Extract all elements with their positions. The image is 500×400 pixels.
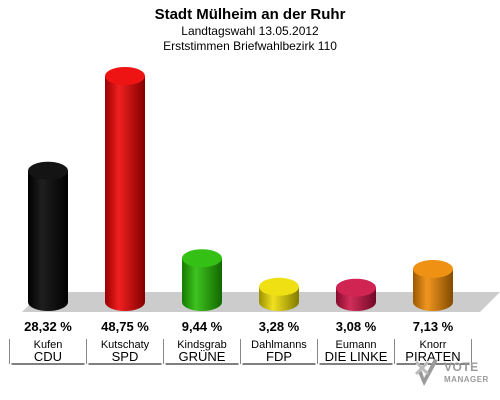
candidate-label: Dahlmanns bbox=[251, 339, 307, 351]
chart-subtitle: Landtagswahl 13.05.2012 bbox=[181, 24, 319, 38]
bar-top bbox=[413, 259, 453, 278]
watermark-line-1: VOTE bbox=[444, 360, 479, 374]
bar-body bbox=[413, 268, 453, 311]
party-label: DIE LINKE bbox=[325, 349, 388, 364]
bar-grüne bbox=[182, 249, 222, 311]
party-label: CDU bbox=[34, 349, 62, 364]
candidate-label: Eumann bbox=[336, 339, 377, 351]
chart-title: Stadt Mülheim an der Ruhr bbox=[154, 6, 346, 23]
value-label: 3,28 % bbox=[259, 319, 300, 334]
watermark-line-2: MANAGER bbox=[444, 375, 489, 384]
bar-body bbox=[182, 258, 222, 311]
vote-manager-icon bbox=[414, 359, 438, 386]
vote-manager-logo: VOTE MANAGER bbox=[414, 356, 494, 396]
party-label: FDP bbox=[266, 349, 292, 364]
bar-top bbox=[336, 278, 376, 297]
value-label: 48,75 % bbox=[101, 319, 149, 334]
bar-cdu bbox=[28, 161, 68, 311]
value-label: 3,08 % bbox=[336, 319, 377, 334]
candidate-label: Kutschaty bbox=[101, 339, 150, 351]
value-label: 7,13 % bbox=[413, 319, 454, 334]
candidate-label: Knorr bbox=[420, 339, 447, 351]
party-label: GRÜNE bbox=[179, 349, 226, 364]
bar-die-linke bbox=[336, 278, 376, 311]
bar-top bbox=[28, 161, 68, 180]
bar-top bbox=[182, 249, 222, 268]
bar-top bbox=[105, 67, 145, 85]
value-label: 9,44 % bbox=[182, 319, 223, 334]
bar-fdp bbox=[259, 277, 299, 311]
candidate-label: Kindsgrab bbox=[177, 339, 227, 351]
chart-subtitle-2: Erststimmen Briefwahlbezirk 110 bbox=[163, 39, 337, 53]
bar-body bbox=[28, 170, 68, 311]
bar-body bbox=[105, 76, 145, 311]
party-label: PIRATEN bbox=[405, 349, 460, 364]
bars-group bbox=[28, 67, 453, 311]
value-label: 28,32 % bbox=[24, 319, 72, 334]
party-label: SPD bbox=[112, 349, 139, 364]
bar-top bbox=[259, 277, 299, 296]
bar-piraten bbox=[413, 259, 453, 311]
bar-spd bbox=[105, 67, 145, 311]
candidate-label: Kufen bbox=[34, 339, 63, 351]
